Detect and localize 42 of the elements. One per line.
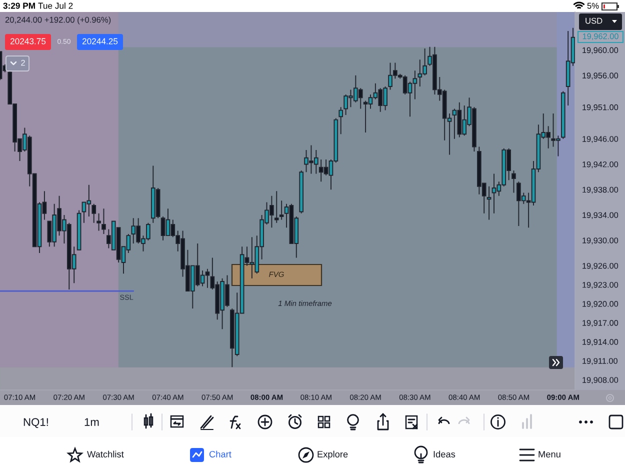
y-tick-label: 19,938.00	[582, 186, 618, 194]
y-tick-label: 19,926.00	[582, 262, 618, 270]
annotation: 20243.75	[10, 38, 46, 44]
candlestick	[486, 186, 492, 220]
candlestick	[274, 190, 279, 224]
candlestick	[338, 106, 344, 135]
text: USD	[586, 18, 602, 24]
y-tick-label: 19,923.00	[582, 282, 618, 289]
annotation: 20244.25	[82, 38, 118, 44]
y-tick-label: 19,911.00	[582, 358, 618, 365]
y-tick-label: 19,914.00	[582, 339, 618, 346]
annotation: 20,244.00 +192.00 (+0.96%)	[5, 16, 111, 24]
candlestick	[279, 200, 284, 220]
text: Menu	[538, 451, 560, 458]
y-tick-label: 19,960.00	[582, 47, 618, 54]
text: Ideas	[434, 450, 456, 458]
text: 5%	[587, 2, 599, 9]
text: 1m	[84, 418, 99, 426]
candlestick	[512, 170, 516, 194]
y-tick-label: 19,917.00	[582, 320, 618, 327]
text: 19,962.00	[582, 33, 618, 40]
text: NQ1!	[24, 418, 48, 428]
y-tick-label: 19,934.00	[582, 212, 618, 219]
candlestick	[299, 170, 304, 214]
y-tick-label: 19,920.00	[582, 300, 618, 308]
candlestick	[560, 90, 566, 140]
y-tick-label: 19,930.00	[582, 238, 618, 244]
y-tick-label: 19,956.00	[582, 72, 618, 80]
text: Chart	[209, 450, 232, 458]
y-tick-label: 19,951.00	[582, 104, 618, 112]
text: 3:29 PM	[3, 2, 35, 9]
candlestick	[96, 212, 101, 232]
text: Tue Jul 2	[38, 2, 73, 9]
candlestick	[76, 210, 82, 250]
candlestick	[92, 203, 96, 224]
candlestick	[102, 208, 106, 234]
text: Explore	[318, 450, 348, 460]
y-tick-label: 19,908.00	[582, 377, 618, 384]
y-tick-label: 19,942.00	[582, 161, 618, 168]
text: Watchlist	[87, 450, 124, 458]
y-tick-label: 19,946.00	[582, 136, 618, 143]
annotation: 2	[21, 60, 25, 66]
